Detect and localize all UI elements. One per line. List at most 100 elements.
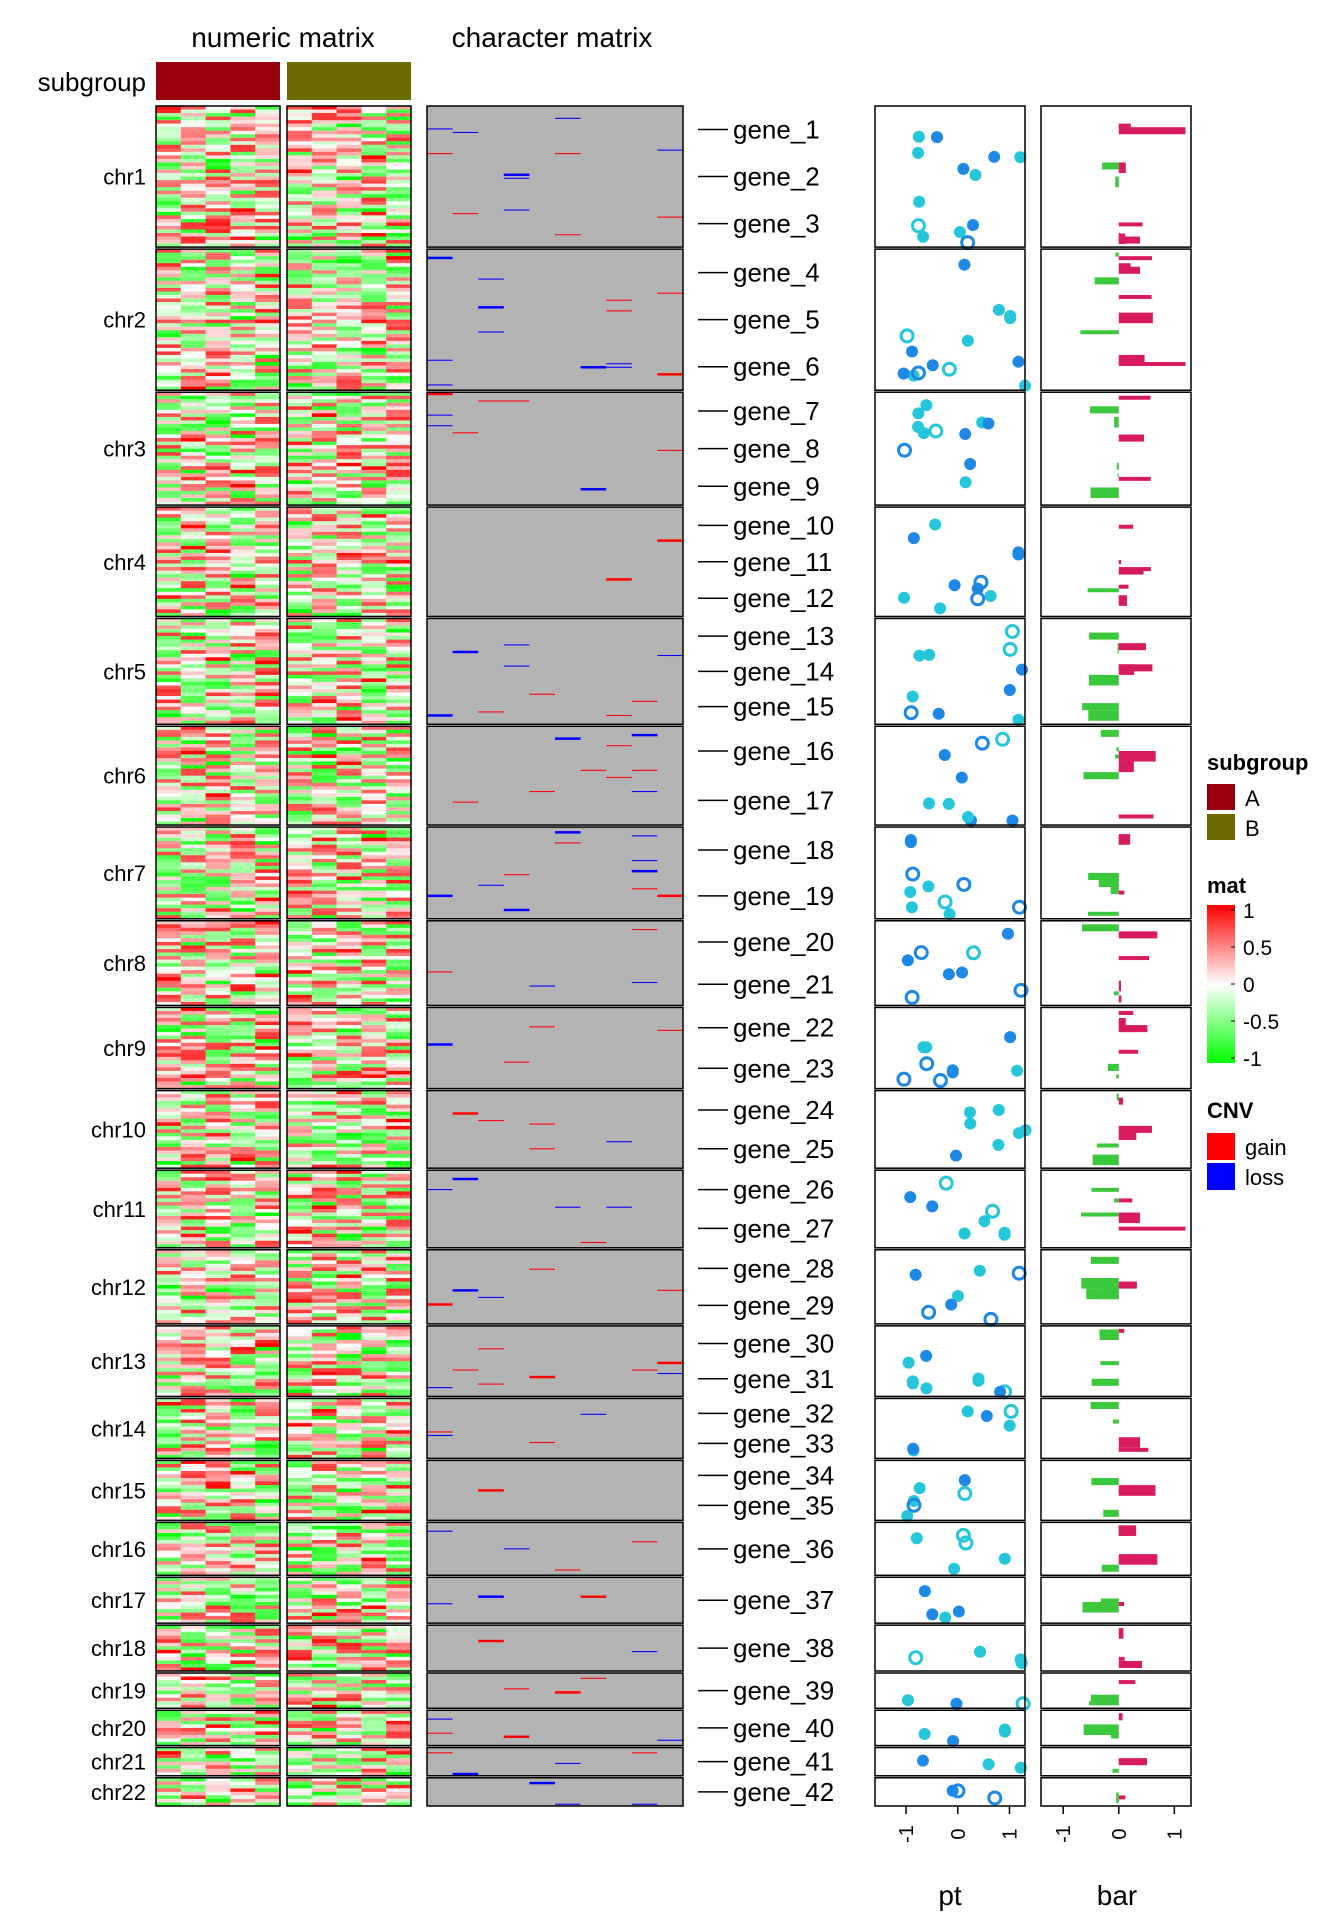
heatmap-cell bbox=[205, 249, 231, 254]
heatmap-cell bbox=[311, 887, 337, 891]
heatmap-cell bbox=[255, 1667, 281, 1672]
heatmap-cell bbox=[311, 1281, 337, 1286]
heatmap-cell bbox=[287, 1173, 313, 1178]
heatmap-cell bbox=[287, 1409, 313, 1413]
heatmap-cell bbox=[156, 542, 182, 547]
heatmap-cell bbox=[386, 851, 412, 856]
heatmap-cell bbox=[386, 1336, 412, 1341]
heatmap-cell bbox=[287, 904, 313, 909]
cnv-cell bbox=[606, 366, 632, 368]
heatmap-cell bbox=[255, 330, 281, 335]
heatmap-cell bbox=[255, 629, 281, 633]
heatmap-cell bbox=[336, 671, 362, 676]
heatmap-cell bbox=[361, 542, 387, 547]
heatmap-cell bbox=[205, 225, 231, 230]
heatmap-cell bbox=[336, 667, 362, 672]
heatmap-cell bbox=[336, 1554, 362, 1559]
heatmap-cell bbox=[361, 1226, 387, 1231]
heatmap-cell bbox=[361, 984, 387, 989]
heatmap-cell bbox=[255, 270, 281, 275]
heatmap-cell bbox=[255, 243, 281, 248]
heatmap-cell bbox=[230, 1320, 256, 1325]
heatmap-cell bbox=[386, 807, 412, 812]
heatmap-cell bbox=[205, 521, 231, 526]
cnv-cell bbox=[529, 1781, 555, 1785]
heatmap-cell bbox=[336, 588, 362, 593]
heatmap-cell bbox=[230, 542, 256, 547]
heatmap-cell bbox=[180, 309, 206, 314]
heatmap-cell bbox=[336, 1540, 362, 1544]
heatmap-cell bbox=[180, 977, 206, 982]
heatmap-cell bbox=[156, 480, 182, 485]
heatmap-cell bbox=[386, 1649, 412, 1654]
heatmap-cell bbox=[230, 1598, 256, 1603]
heatmap-cell bbox=[287, 1237, 313, 1242]
heatmap-cell bbox=[230, 636, 256, 641]
heatmap-cell bbox=[361, 934, 387, 939]
heatmap-cell bbox=[230, 800, 256, 805]
heatmap-cell bbox=[287, 1543, 313, 1548]
heatmap-cell bbox=[255, 625, 281, 630]
heatmap-cell bbox=[287, 1094, 313, 1099]
heatmap-cell bbox=[361, 1230, 387, 1235]
heatmap-cell bbox=[361, 1343, 387, 1348]
heatmap-cell bbox=[255, 409, 281, 414]
heatmap-cell bbox=[255, 287, 281, 292]
heatmap-cell bbox=[311, 1419, 337, 1424]
cnv-background bbox=[427, 392, 683, 506]
heatmap-cell bbox=[361, 1795, 387, 1800]
heatmap-cell bbox=[361, 1660, 387, 1665]
cnv-background bbox=[427, 1460, 683, 1521]
heatmap-cell bbox=[156, 280, 182, 285]
heatmap-cell bbox=[156, 1416, 182, 1420]
heatmap-cell bbox=[311, 148, 337, 153]
heatmap-cell bbox=[180, 1646, 206, 1651]
heatmap-cell bbox=[156, 1795, 182, 1800]
heatmap-cell bbox=[287, 1170, 313, 1175]
heatmap-cell bbox=[336, 1587, 362, 1592]
heatmap-cell bbox=[205, 1642, 231, 1647]
heatmap-cell bbox=[180, 1244, 206, 1249]
heatmap-cell bbox=[156, 141, 182, 146]
heatmap-cell bbox=[311, 531, 337, 536]
heatmap-cell bbox=[255, 1409, 281, 1413]
heatmap-cell bbox=[180, 521, 206, 526]
heatmap-cell bbox=[180, 563, 206, 568]
heatmap-cell bbox=[180, 1161, 206, 1166]
heatmap-cell bbox=[180, 452, 206, 457]
heatmap-cell bbox=[386, 1371, 412, 1376]
heatmap-cell bbox=[255, 1288, 281, 1293]
heatmap-cell bbox=[255, 141, 281, 146]
heatmap-cell bbox=[180, 180, 206, 185]
heatmap-cell bbox=[255, 681, 281, 686]
heatmap-cell bbox=[361, 215, 387, 220]
cnv-cell bbox=[631, 1369, 658, 1371]
cnv-cell bbox=[503, 177, 530, 179]
heatmap-cell bbox=[205, 333, 231, 338]
heatmap-cell bbox=[386, 938, 412, 943]
gene-label: gene_32 bbox=[733, 1398, 834, 1428]
heatmap-cell bbox=[311, 1701, 337, 1706]
heatmap-cell bbox=[255, 1267, 281, 1272]
heatmap-cell bbox=[205, 1401, 231, 1406]
heatmap-cell bbox=[287, 841, 313, 846]
heatmap-cell bbox=[287, 1758, 313, 1763]
heatmap-cell bbox=[255, 445, 281, 450]
heatmap-cell bbox=[287, 743, 313, 748]
heatmap-cell bbox=[255, 1697, 281, 1702]
heatmap-cell bbox=[180, 1492, 206, 1497]
heatmap-cell bbox=[361, 1656, 387, 1661]
heatmap-cell bbox=[255, 621, 281, 626]
heatmap-cell bbox=[230, 480, 256, 485]
heatmap-cell bbox=[180, 689, 206, 693]
heatmap-cell bbox=[311, 137, 337, 142]
heatmap-cell bbox=[311, 190, 337, 195]
heatmap-cell bbox=[361, 901, 387, 906]
heatmap-cell bbox=[180, 1240, 206, 1245]
heatmap-cell bbox=[361, 1198, 387, 1203]
heatmap-cell bbox=[230, 517, 256, 522]
heatmap-cell bbox=[230, 1302, 256, 1307]
heatmap-cell bbox=[230, 743, 256, 748]
heatmap-cell bbox=[361, 1097, 387, 1102]
heatmap-cell bbox=[205, 1676, 231, 1681]
